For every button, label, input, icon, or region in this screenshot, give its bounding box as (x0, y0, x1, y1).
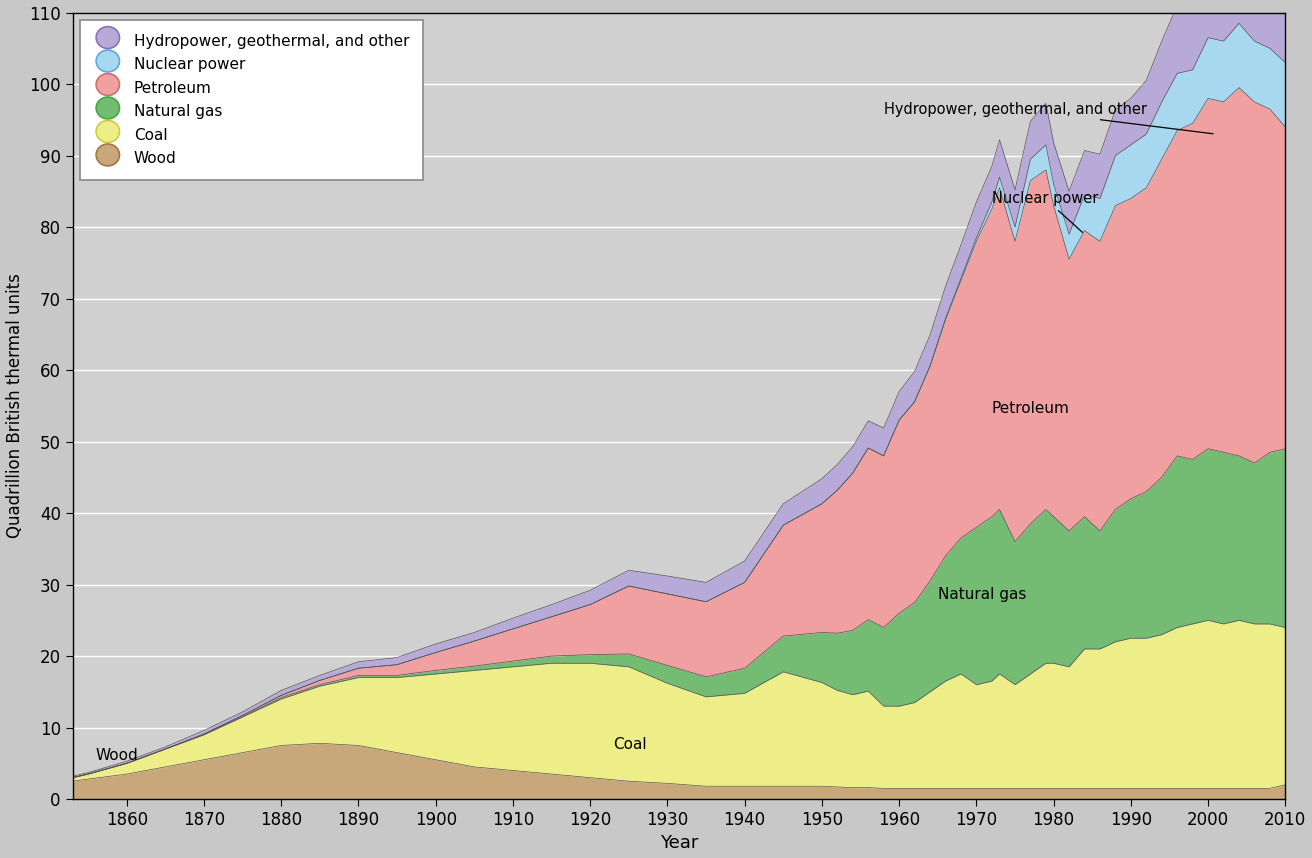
Text: Nuclear power: Nuclear power (992, 191, 1098, 233)
X-axis label: Year: Year (660, 835, 698, 853)
Text: Wood: Wood (96, 748, 139, 763)
Y-axis label: Quadrillion British thermal units: Quadrillion British thermal units (5, 274, 24, 538)
Text: Hydropower, geothermal, and other: Hydropower, geothermal, and other (884, 101, 1214, 134)
Legend: Hydropower, geothermal, and other, Nuclear power, Petroleum, Natural gas, Coal, : Hydropower, geothermal, and other, Nucle… (80, 21, 422, 180)
Text: Coal: Coal (613, 737, 647, 752)
Text: Natural gas: Natural gas (938, 587, 1026, 601)
Text: Petroleum: Petroleum (992, 401, 1069, 416)
